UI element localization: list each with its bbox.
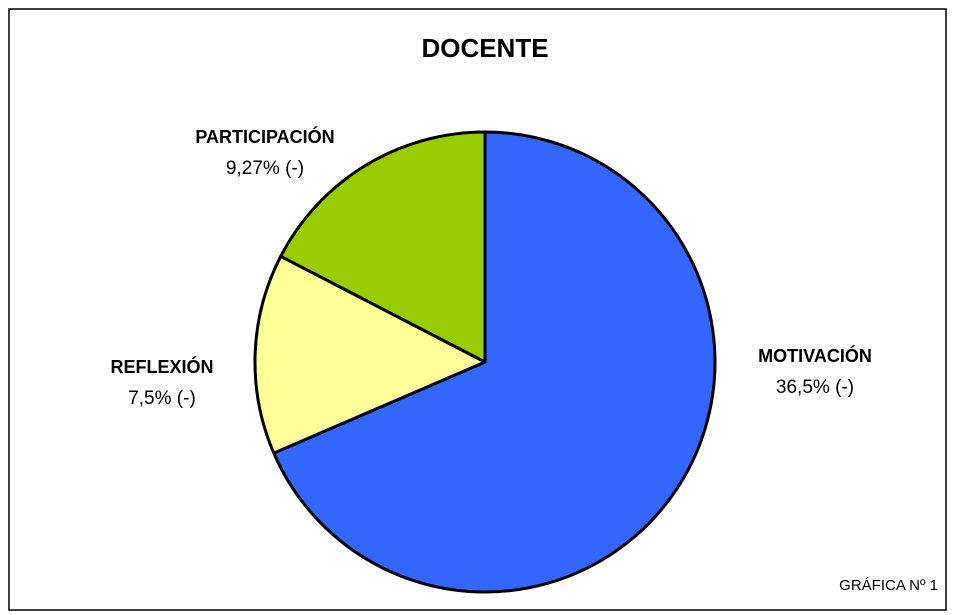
pie-slice <box>272 130 717 594</box>
pie-slice <box>279 130 487 364</box>
slice-value-label: 7,5% (-) <box>128 388 196 409</box>
caption: GRÁFICA Nº 1 <box>839 577 938 594</box>
slice-label: REFLEXIÓN <box>110 356 213 377</box>
pie-slice <box>253 254 487 455</box>
slice-value-label: 9,27% (-) <box>226 158 304 179</box>
slice-value-label: 36,5% (-) <box>776 377 854 398</box>
chart-title: DOCENTE <box>421 33 548 63</box>
slice-label: PARTICIPACIÓN <box>195 126 334 147</box>
slice-label: MOTIVACIÓN <box>758 345 872 366</box>
